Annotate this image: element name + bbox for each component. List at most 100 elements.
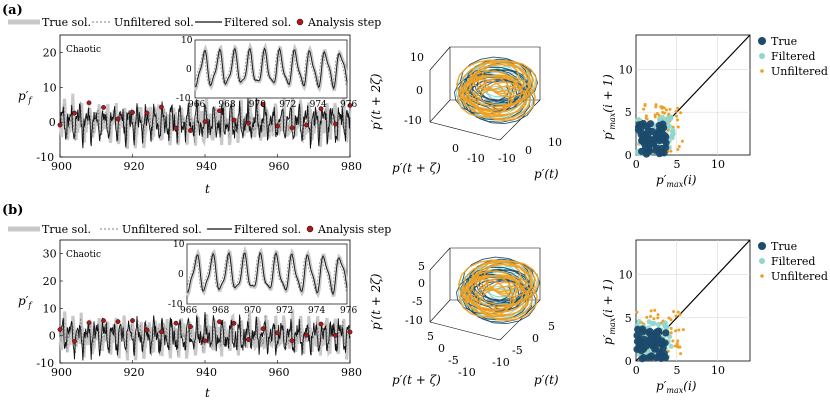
inset-x-tick-label: 966: [188, 100, 205, 110]
unfiltered-point: [679, 111, 683, 115]
panel-label-a: (a): [2, 3, 23, 18]
legend-unfiltered-dot: [760, 69, 764, 73]
returnmap-points-b: [633, 308, 685, 363]
series-unfiltered-line: [59, 100, 351, 145]
unfiltered-point: [662, 106, 666, 110]
returnmap-frame-b: [635, 239, 751, 362]
analysis-step-point: [101, 104, 106, 110]
phase3d-topleft-a: [429, 46, 451, 71]
yticks-a: -10 0 10 20: [36, 46, 63, 164]
analysis-step-point: [246, 120, 251, 126]
phase3d-zticklabel: 0: [418, 277, 425, 290]
xticks-a: 900 920 940 960 980: [51, 154, 362, 173]
unfiltered-point: [677, 144, 681, 148]
true-point: [659, 130, 667, 139]
unfiltered-point: [674, 314, 678, 318]
true-point: [638, 325, 647, 333]
y-tick-label: -10: [36, 151, 54, 164]
unfiltered-point: [671, 339, 675, 343]
phase3d-zlabel-b: p′(t + 2ζ): [369, 273, 383, 330]
unfiltered-point: [668, 107, 672, 111]
phase3d-ylabel-a: p′(t + ζ): [392, 161, 441, 175]
analysis-step-point: [304, 122, 309, 128]
legend-true-label: True sol.: [42, 16, 91, 29]
phase-unfiltered-curve: [456, 59, 537, 122]
yticks-b: -10 0 10 20 30: [36, 248, 63, 370]
unfiltered-point: [643, 103, 647, 107]
legend-unfiltered-label: Unfiltered sol.: [114, 16, 194, 29]
true-point: [658, 144, 666, 152]
unfiltered-point: [654, 105, 658, 109]
unfiltered-point: [674, 109, 678, 113]
returnmap-yticks-b: 0 5 10: [619, 269, 633, 368]
legend-true-text: True: [771, 35, 797, 48]
phase3d-b: 5 0 -5 -10 5 0 -5 -10 5 0 -5 -10 p′(t + …: [369, 247, 559, 387]
analysis-step-point: [173, 125, 179, 131]
analysis-step-point: [347, 329, 353, 335]
unfiltered-point: [669, 326, 673, 330]
x-tick-label: 980: [341, 366, 362, 379]
phase3d-topleft-b: [429, 247, 451, 271]
y-tick-label: 10: [619, 63, 633, 76]
true-point: [637, 124, 645, 132]
annotation-chaotic-a: Chaotic: [66, 45, 101, 55]
analysis-step-point: [289, 125, 295, 131]
y-tick-label: 10: [43, 81, 57, 94]
panel-label-b: (b): [2, 203, 23, 218]
returnmap-grid-a: [636, 35, 750, 155]
phase3d-edge-a: [429, 99, 451, 123]
filtered-point: [655, 321, 662, 328]
returnmap-xlabel-a: p′max(i): [656, 173, 697, 189]
unfiltered-point: [678, 345, 682, 349]
unfiltered-point: [649, 309, 653, 313]
unfiltered-point: [660, 106, 664, 110]
analysis-step-point: [202, 119, 208, 125]
unfiltered-point: [676, 125, 680, 129]
analysis-step-point: [130, 318, 135, 323]
series-filtered-line: [59, 96, 351, 149]
phase3d-yticklabel: 0: [438, 342, 445, 355]
unfiltered-point: [635, 310, 639, 314]
legend-true-dot: [758, 242, 766, 250]
unfiltered-point: [681, 328, 685, 332]
series-true-line: [58, 93, 352, 150]
phase3d-ylabel-b: p′(t + ζ): [392, 373, 441, 387]
x-tick-label: 0: [633, 364, 640, 377]
phase3d-zlabel-a: p′(t + 2ζ): [369, 73, 383, 130]
unfiltered-point: [678, 313, 682, 317]
legend-a: True sol. Unfiltered sol. Filtered sol. …: [8, 16, 381, 29]
returnmap-axes-b: 0 5 10 0 5 10 p′max(i) p′max(i + 1) True Fil…: [601, 239, 828, 395]
phase3d-floor-front-b: [429, 321, 501, 341]
x-tick-label: 920: [124, 366, 145, 379]
inset-x-tick-label: 974: [310, 100, 327, 110]
true-point: [655, 121, 663, 129]
analysis-step-point: [347, 103, 353, 108]
unfiltered-point: [669, 149, 673, 153]
inset-x-tick-label: 976: [340, 306, 357, 316]
true-point: [656, 347, 664, 356]
phase3d-xticklabel: 0: [525, 144, 532, 157]
filtered-point: [636, 318, 642, 325]
y-tick-label: 0: [625, 149, 632, 162]
phase3d-yticklabel: 0: [452, 142, 459, 155]
phase-unfiltered-curve: [458, 259, 539, 322]
analysis-step-point: [130, 110, 135, 115]
x-tick-label: 960: [269, 160, 290, 173]
unfiltered-point: [645, 315, 649, 319]
filtered-point: [668, 115, 674, 121]
unfiltered-point: [680, 139, 684, 143]
true-point: [662, 329, 670, 337]
inset-b: 966 968 970 972 974 976 -10 0 10: [168, 240, 357, 316]
inset-unfiltered-line: [194, 49, 348, 88]
true-point: [637, 147, 646, 155]
timeseries-series-a: [57, 93, 353, 150]
unfiltered-point: [679, 352, 683, 356]
inset-x-tick-label: 972: [276, 306, 293, 316]
inset-filtered-line: [186, 251, 348, 296]
phase3d-xticklabel: 0: [532, 332, 539, 345]
returnmap-legend-b: True Filtered Unfiltered: [758, 240, 828, 283]
filtered-point: [651, 320, 657, 326]
returnmap-axes-a: 0 5 10 0 5 10 p′max(i) p′max(i + 1) True Fil…: [601, 34, 828, 189]
inset-xticks-b: 966 968 970 972 974 976: [180, 306, 357, 316]
